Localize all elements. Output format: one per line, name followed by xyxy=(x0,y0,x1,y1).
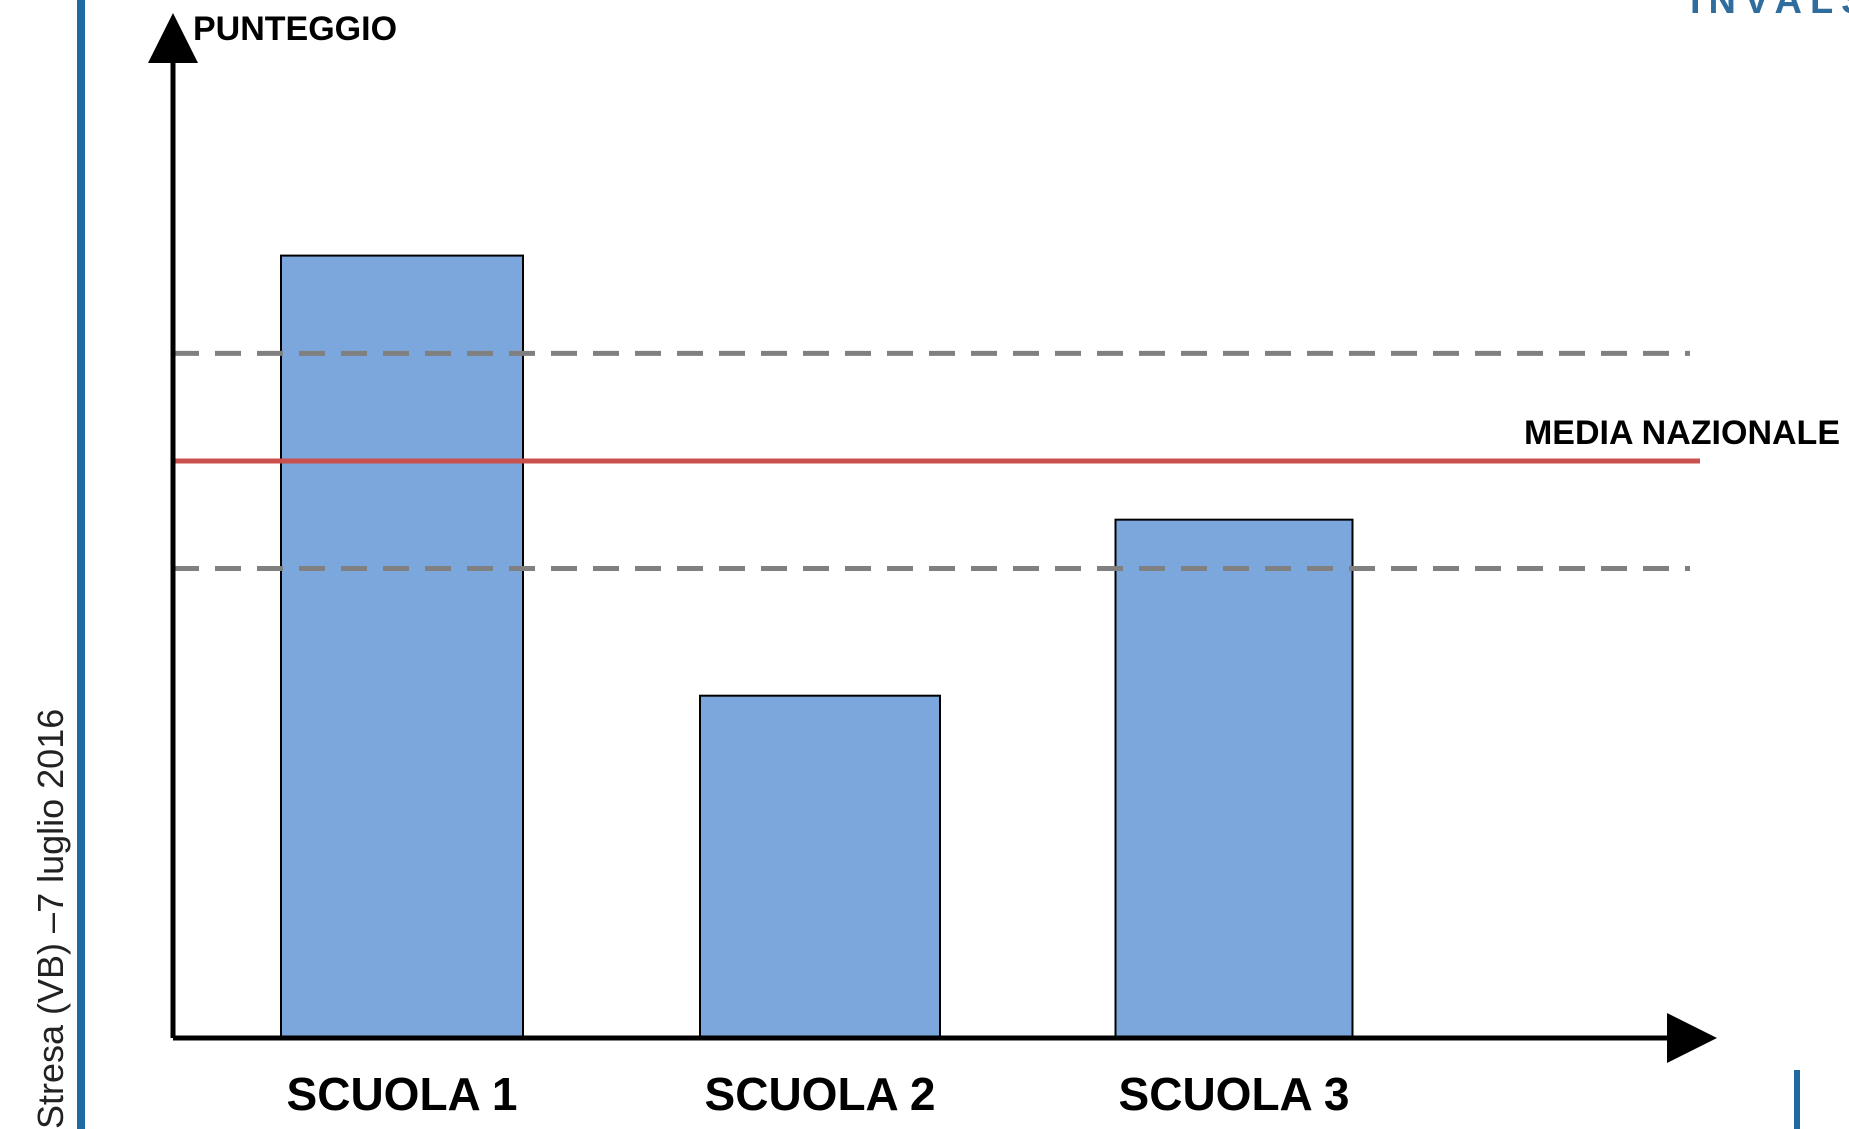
labels-group: MEDIA NAZIONALE PUNTEGGIO SCUOLA 1 SCUOLA 2… xyxy=(193,10,1840,1120)
media-nazionale-label: MEDIA NAZIONALE xyxy=(1524,414,1840,452)
category-label-2: SCUOLA 2 xyxy=(705,1068,936,1120)
bars-group xyxy=(280,254,1354,1040)
axes-group xyxy=(148,13,1717,1063)
corner-accent-line xyxy=(1794,1070,1800,1129)
side-accent-bar xyxy=(77,0,85,1129)
category-label-1: SCUOLA 1 xyxy=(287,1068,518,1120)
bar-2 xyxy=(699,694,941,1039)
invalsi-logo: INVALSI xyxy=(1690,0,1849,22)
category-label-3: SCUOLA 3 xyxy=(1119,1068,1350,1120)
bar-3 xyxy=(1114,518,1354,1039)
y-axis-label: PUNTEGGIO xyxy=(193,10,397,48)
bar-1 xyxy=(280,254,524,1040)
reference-lines-group xyxy=(173,350,1700,572)
